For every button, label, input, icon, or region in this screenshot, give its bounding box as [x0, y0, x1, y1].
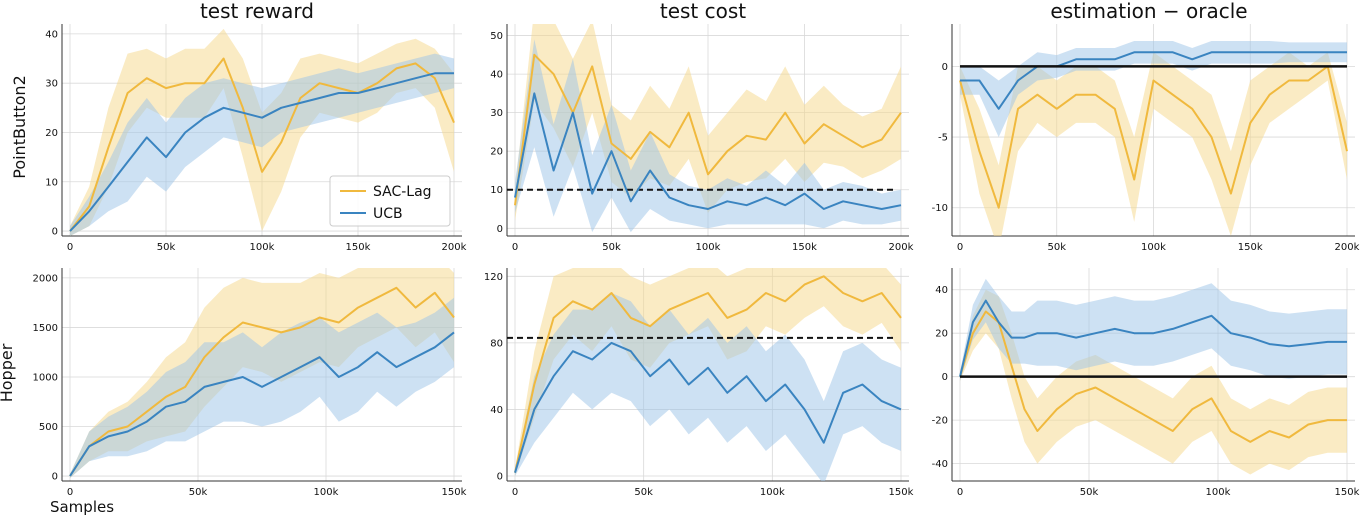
x-tick-label: 200k [442, 242, 467, 253]
y-tick-label: 500 [39, 422, 58, 433]
x-tick-label: 50k [634, 487, 653, 498]
title-test-reward: test reward [200, 0, 314, 23]
title-estimation-oracle: estimation − oracle [1050, 0, 1247, 23]
x-axis-label: Samples [50, 498, 114, 516]
y-tick-label: 40 [490, 70, 503, 81]
band-ucb [515, 39, 901, 233]
band-sac-lag [960, 52, 1347, 236]
y-tick-label: 20 [935, 329, 948, 340]
x-tick-label: 150k [792, 242, 817, 253]
x-tick-label: 50k [602, 242, 621, 253]
x-tick-label: 150k [1238, 242, 1263, 253]
line-sac-lag [514, 53, 902, 206]
x-tick-label: 50k [189, 487, 208, 498]
y-tick-label: 0 [52, 227, 58, 238]
plot-area [69, 28, 455, 236]
y-tick-label: 40 [490, 405, 503, 416]
y-tick-label: 40 [935, 285, 948, 296]
legend: SAC-Lag UCB [329, 175, 451, 227]
band-ucb [960, 278, 1347, 381]
x-tick-label: 200k [889, 242, 914, 253]
x-tick-label: 0 [67, 242, 73, 253]
line-ucb [959, 299, 1347, 377]
y-tick-label: 30 [490, 108, 503, 119]
x-tick-label: 150k [1335, 487, 1360, 498]
line-ucb [514, 92, 902, 210]
panel-reward-hopper: 0 500 1000 1500 2000 0 50k 100k 150k [33, 268, 467, 498]
panel-estimation-hopper: -40 -20 0 20 40 0 50k 100k 150k [932, 268, 1360, 498]
title-test-cost: test cost [660, 0, 746, 23]
row-label-hopper: Hopper [0, 343, 16, 402]
line-ucb [514, 341, 902, 473]
y-tick-label: 0 [942, 372, 948, 383]
y-tick-label: 30 [45, 79, 58, 90]
x-tick-label: 0 [67, 487, 73, 498]
x-tick-label: 100k [760, 487, 785, 498]
y-tick-label: 20 [490, 147, 503, 158]
legend-label-sac-lag: SAC-Lag [373, 184, 432, 200]
y-tick-label: 2000 [33, 273, 58, 284]
x-tick-label: 100k [696, 242, 721, 253]
band-ucb [70, 53, 454, 236]
line-ucb [960, 51, 1347, 110]
row-label-pointbutton2: PointButton2 [10, 75, 29, 179]
x-tick-label: 150k [346, 242, 371, 253]
x-tick-label: 150k [442, 487, 467, 498]
x-tick-label: 50k [1080, 487, 1099, 498]
y-tick-label: 80 [490, 338, 503, 349]
plot-area [959, 278, 1347, 475]
y-tick-label: 1500 [33, 323, 58, 334]
y-tick-label: 40 [45, 29, 58, 40]
line-sac-lag [514, 275, 902, 473]
y-tick-label: -5 [938, 133, 948, 144]
y-tick-label: 0 [497, 472, 503, 483]
line-ucb [69, 331, 455, 477]
x-tick-label: 0 [512, 487, 518, 498]
band-ucb [960, 41, 1347, 138]
y-tick-label: 10 [490, 185, 503, 196]
y-tick-label: 20 [45, 128, 58, 139]
y-tick-label: 1000 [33, 372, 58, 383]
line-sac-lag [959, 310, 1347, 443]
x-tick-label: 200k [1335, 242, 1360, 253]
y-tick-label: -40 [932, 459, 948, 470]
panel-cost-hopper: 0 40 80 120 0 50k 100k 150k [484, 268, 914, 498]
y-tick-label: 0 [497, 224, 503, 235]
x-tick-label: 100k [314, 487, 339, 498]
panel-estimation-pointbutton2: -10 -5 0 0 50k 100k 150k 200k [932, 24, 1360, 253]
plot-area [959, 41, 1348, 236]
x-tick-label: 100k [1206, 487, 1231, 498]
legend-label-ucb: UCB [373, 206, 403, 222]
line-sac-lag [69, 286, 455, 477]
y-tick-label: 0 [942, 62, 948, 73]
x-tick-label: 50k [1047, 242, 1066, 253]
x-tick-label: 0 [957, 487, 963, 498]
x-tick-label: 100k [1141, 242, 1166, 253]
y-tick-label: -10 [932, 203, 948, 214]
y-tick-label: -20 [932, 416, 948, 427]
panel-cost-pointbutton2: 0 10 20 30 40 50 0 50k 100k 150k 200k [490, 24, 914, 253]
line-ucb [69, 72, 454, 232]
x-tick-label: 0 [957, 242, 963, 253]
plot-area [507, 24, 902, 233]
line-sac-lag [69, 57, 455, 232]
y-tick-label: 120 [484, 272, 503, 283]
plot-area [69, 268, 455, 478]
x-tick-label: 150k [889, 487, 914, 498]
line-sac-lag [959, 65, 1348, 209]
y-tick-label: 50 [490, 31, 503, 42]
x-tick-label: 0 [512, 242, 518, 253]
x-tick-label: 50k [157, 242, 176, 253]
panel-reward-pointbutton2: 0 10 20 30 40 0 50k 100k 150k 200k [45, 24, 467, 253]
band-ucb [515, 293, 901, 481]
x-tick-label: 100k [250, 242, 275, 253]
y-tick-label: 0 [52, 472, 58, 483]
band-sac-lag [960, 289, 1347, 475]
y-tick-label: 10 [45, 177, 58, 188]
plot-area [507, 268, 902, 481]
